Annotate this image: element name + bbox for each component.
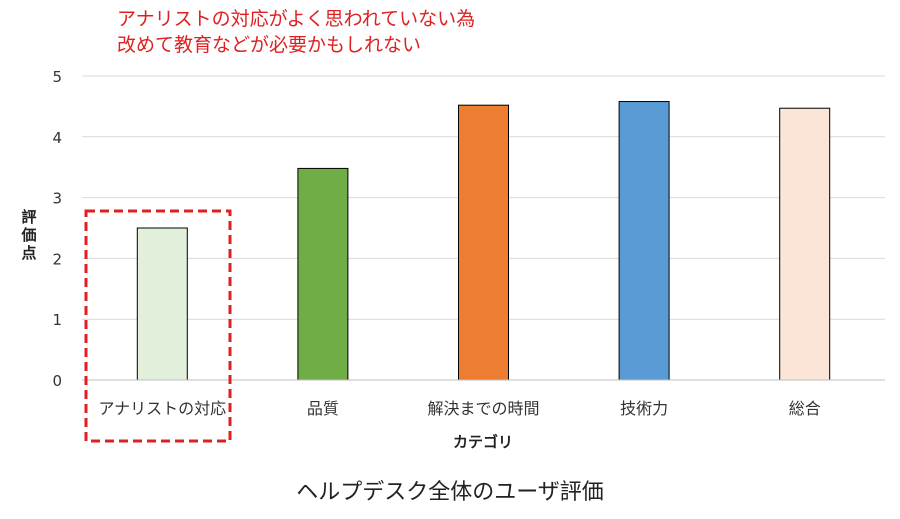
highlight-box <box>84 209 232 443</box>
bar <box>297 167 349 381</box>
bar <box>458 104 509 381</box>
bars <box>136 101 831 381</box>
y-tick-label: 4 <box>52 129 62 147</box>
annotation-line-2: 改めて教育などが必要かもしれない <box>117 34 422 56</box>
bar <box>136 227 188 381</box>
bar <box>779 107 831 381</box>
x-axis-title: カテゴリ <box>453 433 513 451</box>
x-tick-label: 解決までの時間 <box>427 399 539 418</box>
x-tick-label: 技術力 <box>620 399 668 418</box>
annotation-line-1: アナリストの対応がよく思われていない為 <box>117 8 476 30</box>
chart-caption: ヘルプデスク全体のユーザ評価 <box>296 480 604 505</box>
y-tick-label: 5 <box>52 68 62 86</box>
y-tick-label: 0 <box>52 372 62 390</box>
y-tick-label: 1 <box>52 311 62 329</box>
annotation-note: アナリストの対応がよく思われていない為 改めて教育などが必要かもしれない <box>117 6 475 58</box>
y-tick-label: 2 <box>52 250 62 268</box>
y-axis-title: 評価点 <box>20 208 36 262</box>
x-tick-label: 品質 <box>307 399 339 418</box>
x-tick-labels: アナリストの対応 品質 解決までの時間 技術力 総合 <box>98 399 820 418</box>
x-tick-label: 総合 <box>789 399 821 418</box>
bar <box>618 101 670 381</box>
y-tick-labels: 0 1 2 3 4 5 <box>52 68 62 390</box>
y-tick-label: 3 <box>52 190 62 208</box>
x-tick-label: アナリストの対応 <box>98 399 226 418</box>
